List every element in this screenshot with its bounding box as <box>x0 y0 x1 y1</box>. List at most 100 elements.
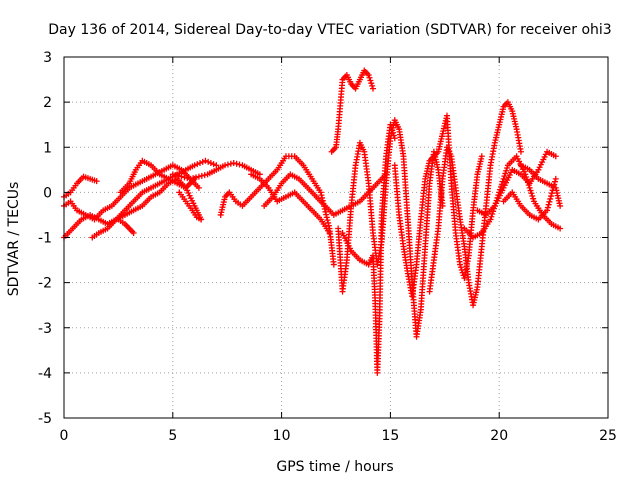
y-tick-label: 1 <box>43 140 52 156</box>
data-point-marker <box>365 72 372 79</box>
data-point-marker <box>93 178 100 185</box>
data-point-marker <box>325 219 332 226</box>
y-tick-label: -1 <box>38 231 52 247</box>
data-point-marker <box>169 171 176 178</box>
data-point-marker <box>194 161 201 168</box>
data-point-marker <box>317 189 324 196</box>
data-point-marker <box>499 178 506 185</box>
data-point-marker <box>388 124 395 131</box>
data-point-marker <box>457 264 464 271</box>
data-point-marker <box>487 216 494 223</box>
data-point-marker <box>181 174 188 181</box>
series-sat-k <box>261 171 390 218</box>
data-point-marker <box>199 158 206 165</box>
data-point-marker <box>233 160 240 167</box>
y-tick-label: 0 <box>43 185 52 201</box>
series-sat-p <box>426 99 524 309</box>
data-point-marker <box>369 85 376 92</box>
data-point-marker <box>323 214 330 221</box>
data-point-marker <box>198 216 205 223</box>
data-point-marker <box>557 225 564 232</box>
series-sat-b <box>61 173 100 200</box>
data-point-marker <box>551 178 558 185</box>
data-point-marker <box>502 170 509 177</box>
data-point-marker <box>172 172 179 179</box>
data-point-marker <box>205 158 212 165</box>
y-tick-label: -4 <box>38 366 52 382</box>
y-axis-label: SDTVAR / TECUs <box>6 182 22 297</box>
data-point-marker <box>544 204 551 211</box>
data-point-marker <box>201 172 208 179</box>
data-point-marker <box>552 175 559 182</box>
chart-title: Day 136 of 2014, Sidereal Day-to-day VTE… <box>48 22 611 38</box>
data-point-marker <box>488 213 495 220</box>
series-sat-g <box>169 160 263 182</box>
data-point-marker <box>500 175 507 182</box>
series-sat-n <box>339 121 398 376</box>
data-point-marker <box>530 195 537 202</box>
x-tick-label: 20 <box>490 428 508 444</box>
data-point-marker <box>207 160 214 167</box>
data-point-marker <box>195 184 202 191</box>
data-point-marker <box>369 82 376 89</box>
series-sat-j <box>248 171 333 236</box>
series-sat-r <box>474 148 559 218</box>
data-point-marker <box>501 173 508 180</box>
data-point-marker <box>326 229 333 236</box>
data-point-marker <box>368 80 375 87</box>
y-tick-label: -2 <box>38 276 52 292</box>
data-point-marker <box>548 193 555 200</box>
data-point-marker <box>230 160 237 167</box>
data-point-marker <box>175 172 182 179</box>
series-sat-m <box>335 117 446 340</box>
data-point-marker <box>222 162 229 169</box>
data-point-marker <box>198 172 205 179</box>
y-tick-label: 2 <box>43 95 52 111</box>
data-point-marker <box>390 129 397 136</box>
data-point-marker <box>366 74 373 81</box>
data-point-marker <box>324 217 331 224</box>
data-point-marker <box>236 161 243 168</box>
data-point-marker <box>387 121 394 128</box>
data-point-marker <box>195 173 202 180</box>
data-point-marker <box>130 229 137 236</box>
data-point-marker <box>498 181 505 188</box>
data-point-marker <box>178 173 185 180</box>
data-point-marker <box>210 161 217 168</box>
data-point-marker <box>528 190 535 197</box>
data-point-marker <box>546 198 553 205</box>
data-point-marker <box>184 175 191 182</box>
data-point-marker <box>367 77 374 84</box>
data-point-marker <box>190 175 197 182</box>
y-tick-label: -3 <box>38 321 52 337</box>
data-point-marker <box>517 148 524 155</box>
data-point-marker <box>545 201 552 208</box>
data-point-marker <box>478 153 485 160</box>
data-point-marker <box>197 160 203 167</box>
series-sat-i <box>217 153 337 268</box>
x-tick-label: 15 <box>381 428 399 444</box>
data-point-marker <box>224 161 231 168</box>
x-axis-label: GPS time / hours <box>276 459 393 475</box>
series-sat-q <box>461 153 564 241</box>
x-tick-label: 10 <box>273 428 291 444</box>
data-point-marker <box>529 192 536 199</box>
data-point-marker <box>548 190 555 197</box>
series-sat-f <box>115 216 137 236</box>
data-point-marker <box>318 192 325 199</box>
y-tick-label: 3 <box>43 50 52 66</box>
x-tick-label: 5 <box>168 428 177 444</box>
data-point-marker <box>330 261 337 268</box>
data-point-marker <box>527 187 534 194</box>
data-point-marker <box>547 195 554 202</box>
series-sat-h <box>176 189 205 223</box>
data-point-marker <box>552 153 559 160</box>
data-point-marker <box>544 207 551 214</box>
x-tick-label: 25 <box>599 428 617 444</box>
data-point-marker <box>503 167 510 174</box>
data-point-marker <box>202 157 209 164</box>
data-point-marker <box>187 175 194 182</box>
data-point-marker <box>391 135 398 142</box>
